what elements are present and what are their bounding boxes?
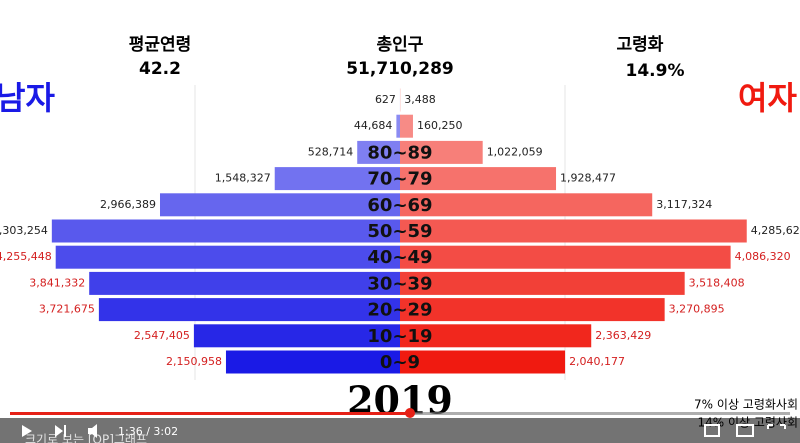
female-bar [400, 114, 413, 138]
male-bar [396, 114, 400, 138]
female-bar [400, 271, 685, 295]
value-label: 2,363,429 [595, 329, 651, 342]
category-label: 40~49 [367, 247, 432, 268]
year: 2019 [347, 378, 453, 423]
value-label: 4,086,320 [735, 250, 791, 263]
value-label: 528,714 [308, 145, 354, 158]
stat-label: 평균연령 [129, 34, 192, 55]
value-label: 4,255,448 [0, 250, 52, 263]
male-bar [225, 350, 400, 374]
male-bar [55, 245, 401, 269]
male-bar [51, 219, 400, 243]
category-label: 10~19 [367, 326, 432, 347]
value-label: 3,841,332 [29, 276, 85, 289]
category-label: 70~79 [367, 169, 432, 190]
progress-played[interactable] [10, 412, 410, 415]
male-bar [89, 271, 400, 295]
stat-value: 42.2 [139, 59, 181, 79]
next-button[interactable] [55, 425, 66, 437]
female-bar [400, 298, 665, 322]
male-bar [98, 298, 400, 322]
value-label: 4,303,254 [0, 224, 48, 237]
male-bar [159, 193, 400, 217]
bars: 627 3,488 44,684 160,250 528,714 1,022,059 80~… [0, 85, 800, 380]
stat-label: 고령화 [617, 34, 664, 55]
value-label: 1,022,059 [487, 145, 543, 158]
caption: 크기로 보는 [OP]그래프 [25, 433, 147, 443]
female-bar [400, 140, 483, 164]
value-label: 44,684 [354, 119, 393, 132]
stat-value: 51,710,289 [346, 59, 454, 79]
female-bar [400, 193, 653, 217]
value-label: 3,518,408 [689, 276, 745, 289]
stat-value: 14.9% [626, 61, 685, 81]
value-label: 1,548,327 [215, 172, 271, 185]
note: 7% 이상 고령화사회 [694, 398, 798, 412]
progress-handle[interactable] [405, 408, 415, 418]
legend-female: 여자 [738, 79, 797, 117]
player-bar [0, 418, 800, 443]
value-label: 2,040,177 [569, 355, 625, 368]
female-bar [400, 219, 747, 243]
fullscreen-button[interactable] [767, 424, 786, 429]
stat-label: 총인구 [377, 35, 424, 55]
value-label: 160,250 [417, 119, 463, 132]
value-label: 3,117,324 [656, 198, 712, 211]
value-label: 2,150,958 [166, 355, 222, 368]
female-bar [400, 324, 592, 348]
settings-button[interactable] [704, 424, 720, 437]
value-label: 2,966,389 [100, 198, 156, 211]
time: 1:36 / 3:02 [118, 425, 178, 438]
male-bar [357, 140, 400, 164]
male-bar [193, 324, 400, 348]
value-label: 3,488 [404, 93, 436, 106]
value-label: 3,721,675 [39, 303, 95, 316]
category-label: 20~29 [367, 300, 432, 321]
category-label: 0~9 [380, 352, 420, 373]
female-bar [400, 245, 731, 269]
category-label: 80~89 [367, 142, 432, 163]
value-label: 1,928,477 [560, 172, 616, 185]
play-button[interactable] [22, 425, 32, 437]
legend-male: 남자 [0, 79, 55, 117]
value-label: 4,285,622 [751, 224, 800, 237]
category-label: 50~59 [367, 221, 432, 242]
volume-button[interactable] [88, 424, 97, 438]
category-label: 60~69 [367, 195, 432, 216]
value-label: 2,547,405 [134, 329, 190, 342]
value-label: 3,270,895 [669, 303, 725, 316]
theater-button[interactable] [736, 424, 754, 437]
value-label: 627 [375, 93, 396, 106]
female-bar [400, 350, 566, 374]
male-bar [274, 167, 400, 191]
category-label: 30~39 [367, 273, 432, 294]
female-bar [400, 167, 557, 191]
